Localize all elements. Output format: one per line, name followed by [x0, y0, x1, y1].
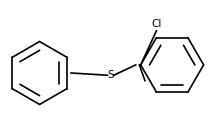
Text: Cl: Cl: [151, 19, 162, 29]
Text: S: S: [107, 70, 114, 80]
